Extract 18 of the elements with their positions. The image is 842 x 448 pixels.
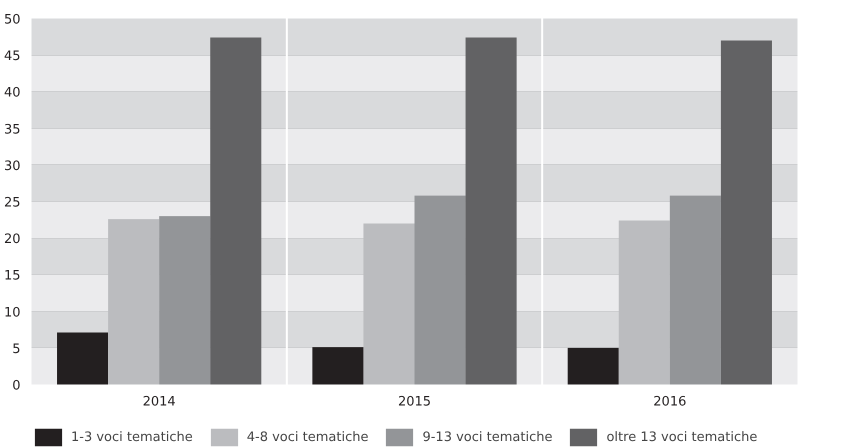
y-tick-label: 45	[4, 49, 21, 64]
legend-label: oltre 13 voci tematiche	[606, 430, 758, 444]
y-tick-label: 30	[4, 158, 21, 174]
y-tick-label: 15	[4, 268, 21, 284]
y-tick-label: 40	[4, 86, 21, 101]
y-tick-label: 25	[4, 196, 21, 210]
legend-label: 9-13 voci tematiche	[422, 430, 552, 444]
y-tick-label: 10	[4, 305, 21, 320]
legend-label: 4-8 voci tematiche	[246, 430, 368, 444]
y-tick-label: 35	[4, 122, 21, 138]
y-tick-label: 5	[12, 342, 21, 357]
y-tick-label: 0	[12, 378, 21, 394]
y-tick-label: 50	[4, 12, 21, 28]
x-tick-label: 2014	[142, 394, 176, 410]
legend-label: 1-3 voci tematiche	[71, 430, 193, 444]
y-tick-label: 20	[4, 232, 21, 248]
x-tick-label: 2015	[398, 394, 432, 410]
x-tick-label: 2016	[653, 394, 686, 410]
